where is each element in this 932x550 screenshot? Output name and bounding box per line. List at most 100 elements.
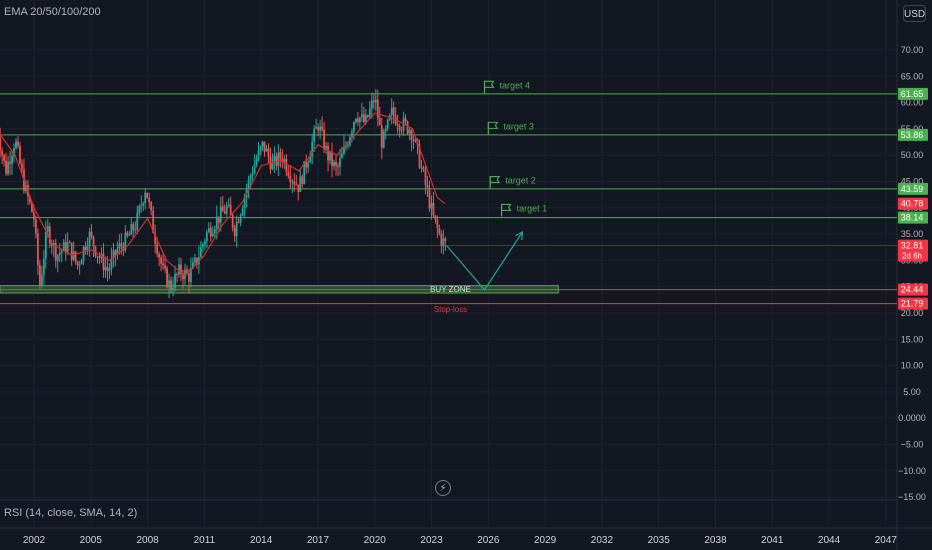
candle-body: [372, 100, 375, 103]
candle-body: [1, 150, 4, 155]
time-tick-label: 2038: [704, 535, 727, 546]
time-tick-label: 2023: [420, 535, 443, 546]
candle-body: [311, 141, 314, 157]
projection-path: [446, 230, 524, 291]
candle-body: [358, 117, 361, 123]
rsi-legend[interactable]: RSI (14, close, SMA, 14, 2): [4, 507, 138, 519]
candle-body: [426, 185, 429, 190]
price-badge-38.14: [898, 211, 928, 224]
candle-body: [174, 273, 176, 288]
candle-body: [241, 208, 244, 215]
lightning-icon[interactable]: ⚡: [435, 480, 451, 496]
price-badge-value: 21.79: [901, 299, 924, 309]
candle-body: [154, 232, 157, 244]
candle-body: [424, 169, 427, 186]
candle-body: [343, 146, 345, 154]
candle-body: [353, 122, 355, 132]
candle-body: [285, 158, 288, 172]
candle-body: [428, 189, 431, 209]
time-tick-label: 2026: [477, 535, 500, 546]
candle-body: [410, 129, 413, 141]
candle-body: [281, 158, 284, 162]
candle-body: [38, 265, 41, 287]
candle-body: [243, 197, 246, 209]
time-tick-label: 2047: [875, 535, 898, 546]
candle-body: [237, 221, 240, 223]
price-badge-value: 38.14: [901, 213, 924, 223]
candle-body: [48, 226, 51, 244]
candle-body: [404, 118, 407, 122]
candle-body: [134, 229, 137, 231]
candle-body: [412, 140, 415, 142]
price-badge-value: 43.59: [901, 184, 924, 194]
flag-icon: [501, 203, 512, 211]
candle-body: [321, 126, 324, 130]
candle-body: [74, 251, 77, 262]
candle-body: [297, 184, 300, 192]
candle-body: [263, 141, 266, 152]
candle-body: [231, 214, 234, 228]
candle-body: [33, 212, 35, 220]
candle-body: [211, 233, 214, 237]
time-tick-label: 2032: [591, 535, 614, 546]
price-badge-value: 24.44: [901, 285, 924, 295]
candle-body: [283, 158, 286, 162]
time-tick-label: 2017: [307, 535, 330, 546]
candle-body: [138, 206, 141, 213]
candle-body: [120, 243, 123, 247]
candle-body: [444, 238, 447, 241]
candle-body: [186, 269, 188, 274]
indicator-legend[interactable]: EMA 20/50/100/200: [4, 6, 101, 18]
target-label: target 1: [517, 203, 548, 213]
candle-body: [303, 161, 306, 185]
buy-zone-label: BUY ZONE: [430, 285, 471, 294]
candle-body: [331, 152, 333, 167]
stop-loss-label: Stop-loss: [434, 305, 467, 314]
candle-body: [386, 119, 389, 129]
candle-body: [124, 232, 127, 251]
candle-body: [194, 257, 196, 263]
candle-body: [277, 152, 280, 166]
price-tick-label: 50.00: [901, 150, 924, 160]
candle-body: [317, 126, 320, 131]
candle-body: [36, 233, 39, 266]
candle-body: [440, 233, 443, 246]
candle-body: [96, 255, 99, 257]
time-tick-label: 2011: [194, 535, 216, 546]
candle-body: [104, 266, 107, 271]
candle-body: [384, 128, 387, 132]
candle-body: [273, 155, 276, 163]
price-axis: 70.0065.0060.0055.0050.0045.0040.0035.00…: [898, 45, 926, 502]
candlestick-series: [0, 89, 447, 299]
candle-body: [239, 214, 242, 223]
candle-body: [229, 204, 232, 215]
currency-button[interactable]: USD: [903, 5, 926, 22]
projection-arrowhead: [515, 230, 524, 241]
price-badge-40.78: [898, 197, 928, 210]
candle-body: [368, 108, 371, 117]
candle-body: [279, 152, 282, 159]
candle-body: [17, 141, 19, 146]
price-tick-label: 10.00: [901, 361, 924, 371]
candle-body: [333, 161, 335, 167]
candle-body: [355, 118, 357, 123]
candle-body: [195, 257, 198, 265]
candle-body: [54, 242, 57, 261]
candle-body: [374, 99, 377, 103]
candle-body: [82, 246, 85, 261]
candle-body: [339, 158, 341, 167]
candle-body: [247, 179, 250, 190]
candle-body: [271, 162, 274, 170]
candle-body: [362, 114, 365, 123]
candle-body: [408, 129, 411, 134]
candle-body: [98, 256, 101, 259]
candle-body: [78, 264, 81, 266]
candle-body: [9, 161, 11, 164]
price-badge-61.65: [898, 87, 928, 100]
candle-body: [341, 153, 343, 159]
time-tick-label: 2041: [761, 535, 784, 546]
candle-body: [253, 164, 256, 174]
candle-body: [267, 148, 270, 157]
